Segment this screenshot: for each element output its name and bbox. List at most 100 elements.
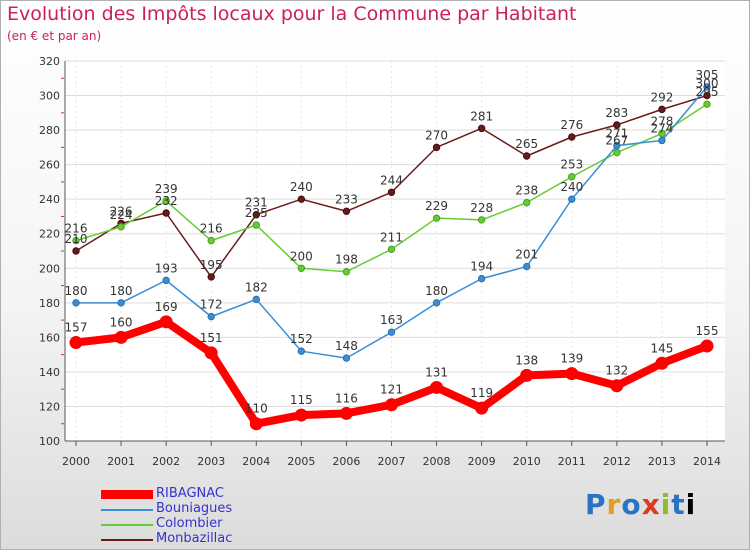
data-point-ribagnac — [114, 330, 128, 344]
data-point-colombier — [613, 148, 621, 157]
data-label-ribagnac: 160 — [110, 315, 133, 329]
data-label-colombier: 229 — [425, 199, 448, 213]
data-label-ribagnac: 169 — [155, 300, 178, 314]
data-label-ribagnac: 151 — [200, 331, 223, 345]
data-point-ribagnac — [204, 346, 218, 360]
chart-title: Evolution des Impôts locaux pour la Comm… — [7, 3, 577, 25]
data-label-monbazillac: 281 — [470, 109, 493, 123]
data-point-monbazillac — [162, 209, 170, 217]
data-label-colombier: 295 — [696, 85, 719, 99]
data-point-monbazillac — [207, 273, 215, 281]
data-label-monbazillac: 232 — [155, 194, 178, 208]
data-point-colombier — [568, 173, 576, 181]
data-point-colombier — [297, 264, 306, 272]
proxiti-logo: Proxiti — [585, 488, 697, 521]
data-label-ribagnac: 131 — [425, 365, 448, 379]
x-tick-label: 2008 — [423, 455, 451, 468]
data-label-bouniagues: 240 — [560, 180, 583, 194]
y-tick-label: 180 — [39, 297, 60, 310]
data-point-colombier — [387, 245, 396, 253]
data-label-colombier: 224 — [110, 208, 133, 222]
data-point-bouniagues — [162, 276, 170, 285]
data-point-ribagnac — [565, 367, 579, 381]
x-tick-label: 2007 — [378, 455, 406, 468]
x-tick-label: 2001 — [107, 455, 135, 468]
data-label-bouniagues: 163 — [380, 313, 403, 327]
data-point-monbazillac — [658, 105, 666, 114]
y-tick-label: 140 — [39, 366, 60, 379]
data-point-monbazillac — [387, 188, 396, 196]
data-label-bouniagues: 180 — [65, 284, 88, 298]
data-point-colombier — [207, 236, 215, 245]
data-label-ribagnac: 132 — [605, 364, 628, 378]
data-point-monbazillac — [252, 211, 260, 219]
data-label-monbazillac: 265 — [515, 137, 538, 151]
data-point-bouniagues — [252, 295, 260, 304]
data-label-colombier: 200 — [290, 249, 313, 263]
x-tick-label: 2003 — [197, 455, 225, 468]
data-label-monbazillac: 244 — [380, 173, 403, 187]
data-label-ribagnac: 110 — [245, 402, 268, 416]
data-point-ribagnac — [430, 380, 444, 394]
x-tick-label: 2010 — [513, 455, 541, 468]
data-label-ribagnac: 155 — [696, 324, 719, 338]
x-tick-label: 2011 — [558, 455, 586, 468]
y-tick-label: 300 — [39, 90, 60, 103]
data-label-monbazillac: 240 — [290, 180, 313, 194]
x-tick-label: 2009 — [468, 455, 496, 468]
data-label-monbazillac: 292 — [650, 90, 673, 104]
data-label-ribagnac: 116 — [335, 391, 358, 405]
data-point-bouniagues — [523, 262, 531, 271]
data-label-bouniagues: 148 — [335, 339, 358, 353]
data-point-bouniagues — [297, 347, 306, 355]
data-point-colombier — [117, 223, 125, 231]
y-tick-label: 320 — [39, 55, 60, 68]
data-label-monbazillac: 276 — [560, 118, 583, 132]
data-point-colombier — [658, 129, 666, 138]
data-point-ribagnac — [610, 379, 624, 393]
data-label-colombier: 216 — [200, 222, 223, 236]
data-label-ribagnac: 119 — [470, 386, 493, 400]
data-label-bouniagues: 271 — [605, 127, 628, 141]
data-point-ribagnac — [249, 417, 263, 431]
data-label-monbazillac: 270 — [425, 128, 448, 142]
y-tick-label: 120 — [39, 400, 60, 413]
data-point-bouniagues — [432, 299, 441, 307]
data-point-ribagnac — [339, 406, 353, 420]
data-label-colombier: 198 — [335, 253, 358, 267]
data-point-bouniagues — [387, 328, 396, 336]
data-point-ribagnac — [294, 408, 308, 422]
data-label-colombier: 225 — [245, 206, 268, 220]
data-point-ribagnac — [655, 356, 669, 370]
x-tick-label: 2005 — [287, 455, 315, 468]
data-point-ribagnac — [69, 336, 83, 350]
x-tick-label: 2000 — [62, 455, 90, 468]
data-point-monbazillac — [297, 195, 306, 203]
data-label-colombier: 211 — [380, 230, 403, 244]
data-label-colombier: 239 — [155, 182, 178, 196]
data-label-bouniagues: 201 — [515, 248, 538, 262]
data-label-bouniagues: 274 — [650, 121, 673, 135]
y-tick-label: 260 — [39, 159, 60, 172]
data-label-monbazillac: 195 — [200, 258, 223, 272]
legend-swatch-colombier — [101, 524, 153, 526]
chart-subtitle: (en € et par an) — [7, 29, 102, 43]
data-point-colombier — [252, 221, 260, 229]
legend-label-colombier: Colombier — [156, 516, 223, 531]
data-point-monbazillac — [568, 133, 576, 141]
data-point-monbazillac — [342, 207, 351, 215]
data-point-colombier — [523, 198, 531, 207]
data-label-bouniagues: 193 — [155, 261, 178, 275]
data-point-ribagnac — [159, 315, 173, 329]
data-label-ribagnac: 138 — [515, 353, 538, 367]
data-label-colombier: 238 — [515, 184, 538, 198]
data-label-monbazillac: 226 — [110, 204, 133, 218]
data-point-bouniagues — [207, 312, 215, 321]
data-point-bouniagues — [613, 141, 621, 150]
data-label-monbazillac: 233 — [335, 192, 358, 206]
data-label-colombier: 253 — [560, 158, 583, 172]
legend-label-monbazillac: Monbazillac — [156, 531, 233, 546]
data-point-bouniagues — [72, 299, 80, 307]
data-label-bouniagues: 194 — [470, 260, 493, 274]
